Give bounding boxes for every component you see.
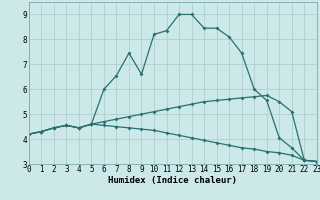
X-axis label: Humidex (Indice chaleur): Humidex (Indice chaleur) [108, 176, 237, 185]
